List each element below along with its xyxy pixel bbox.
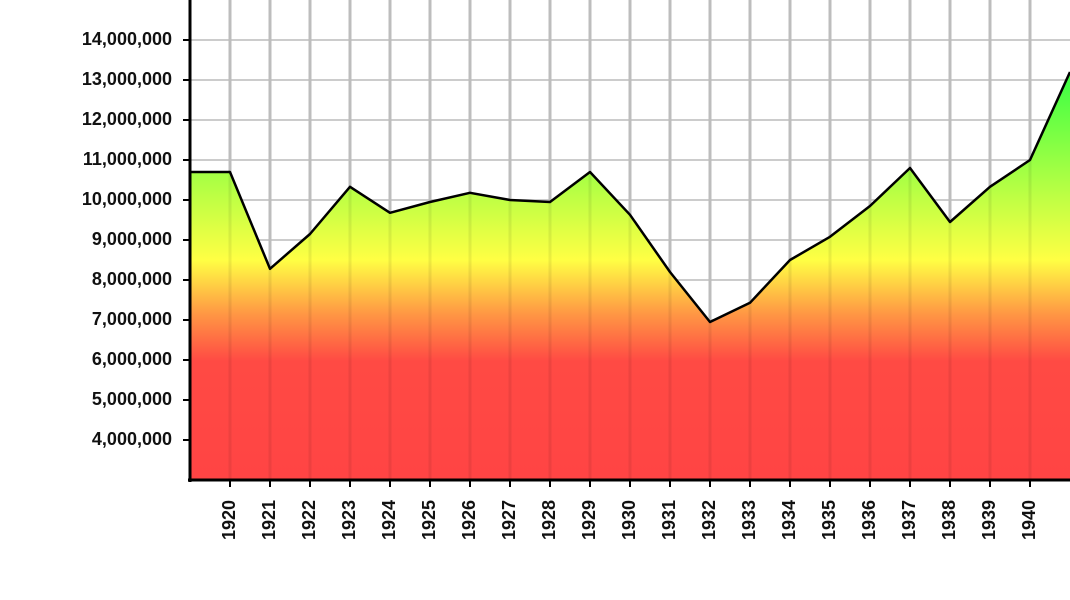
- x-tick-label: 1934: [779, 500, 799, 540]
- x-tick-label: 1938: [939, 500, 959, 540]
- x-tick-label: 1923: [339, 500, 359, 540]
- y-tick-label: 14,000,000: [82, 29, 172, 49]
- x-tick-label: 1933: [739, 500, 759, 540]
- x-tick-label: 1930: [619, 500, 639, 540]
- y-tick-label: 6,000,000: [92, 349, 172, 369]
- y-tick-label: 9,000,000: [92, 229, 172, 249]
- y-tick-label: 4,000,000: [92, 429, 172, 449]
- plot: [190, 72, 1070, 480]
- overlay: [190, 0, 1070, 480]
- x-tick-label: 1924: [379, 500, 399, 540]
- x-tick-label: 1932: [699, 500, 719, 540]
- y-tick-label: 8,000,000: [92, 269, 172, 289]
- line: [190, 71, 1070, 324]
- x-tick-label: 1929: [579, 500, 599, 540]
- x-tick-label: 1927: [499, 500, 519, 540]
- x-tick-label: 1935: [819, 500, 839, 540]
- x-tick-label: 1936: [859, 500, 879, 540]
- x-tick-label: 1926: [459, 500, 479, 540]
- axes: 4,000,000 5,000,000 6,000,000 7,000,000 8,00…: [82, 0, 1070, 540]
- x-tick-label: 1925: [419, 500, 439, 540]
- y-tick-label: 12,000,000: [82, 109, 172, 129]
- y-tick-label: 11,000,000: [83, 149, 172, 169]
- y-tick-label: 10,000,000: [82, 189, 172, 209]
- x-tick-label: 1928: [539, 500, 559, 540]
- x-tick-label: 1922: [299, 500, 319, 540]
- x-tick-label: 1931: [659, 500, 679, 540]
- x-tick-label: 1940: [1019, 500, 1039, 540]
- x-tick-label: 1937: [899, 500, 919, 540]
- x-tick-label: 1920: [219, 500, 239, 540]
- y-tick-label: 13,000,000: [82, 69, 172, 89]
- y-tick-label: 5,000,000: [92, 389, 172, 409]
- y-tick-label: 7,000,000: [92, 309, 172, 329]
- area: [190, 72, 1070, 480]
- x-tick-label: 1939: [979, 500, 999, 540]
- x-tick-label: 1921: [259, 500, 279, 540]
